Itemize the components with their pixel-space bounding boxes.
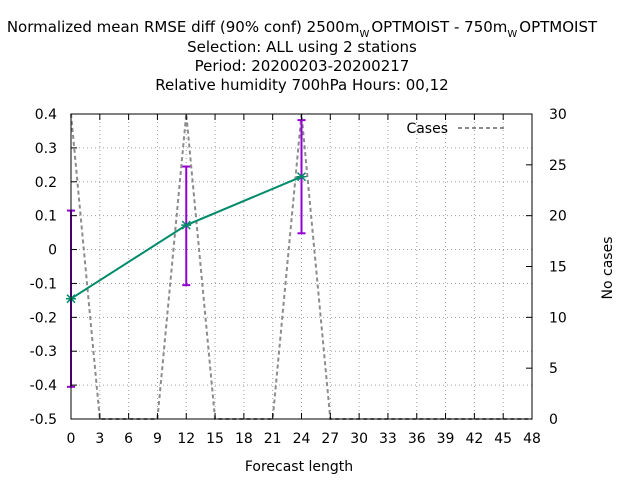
- x-tick-label: 9: [153, 431, 162, 447]
- x-tick-label: 15: [206, 431, 224, 447]
- title-line-3: Period: 20200203-20200217: [195, 57, 410, 75]
- title-line-1: Normalized mean RMSE diff (90% conf) 250…: [7, 18, 598, 40]
- x-tick-label: 30: [350, 431, 368, 447]
- y-tick-label: -0.5: [30, 412, 57, 428]
- y2-tick-label: 25: [549, 158, 567, 174]
- y2-tick-label: 10: [549, 310, 567, 326]
- title-subscript-2: W: [507, 29, 517, 40]
- y-tick-label: -0.3: [30, 344, 57, 360]
- y2-tick-label: 0: [549, 412, 558, 428]
- y2-axis-label: No cases: [600, 237, 616, 300]
- y-tick-label: -0.4: [30, 378, 57, 394]
- x-tick-label: 48: [523, 431, 541, 447]
- y2-tick-label: 15: [549, 260, 567, 276]
- x-tick-label: 27: [321, 431, 339, 447]
- x-tick-label: 33: [379, 431, 397, 447]
- y-tick-label: -0.2: [30, 310, 57, 326]
- x-tick-label: 24: [293, 431, 311, 447]
- x-axis-label: Forecast length: [245, 459, 353, 475]
- legend: Cases: [406, 121, 506, 137]
- grid: [71, 114, 532, 419]
- x-tick-label: 0: [67, 431, 76, 447]
- x-tick-label: 45: [494, 431, 512, 447]
- legend-label-cases: Cases: [406, 121, 448, 137]
- data-point: [296, 172, 307, 182]
- x-tick-label: 42: [465, 431, 483, 447]
- y2-tick-label: 5: [549, 361, 558, 377]
- y-tick-label: 0.2: [35, 175, 57, 191]
- y-tick-label: 0.4: [35, 107, 57, 123]
- title-tail: OPTMOIST: [519, 18, 598, 36]
- x-tick-label: 18: [235, 431, 253, 447]
- title-subscript-1: W: [359, 29, 369, 40]
- x-tick-label: 6: [124, 431, 133, 447]
- y-tick-label: 0.3: [35, 141, 57, 157]
- y-tick-label: 0.1: [35, 209, 57, 225]
- data-point: [181, 220, 192, 230]
- x-tick-label: 3: [95, 431, 104, 447]
- title-lead: Normalized mean RMSE diff (90% conf) 250…: [7, 18, 360, 36]
- x-tick-label: 36: [408, 431, 426, 447]
- title-line-4: Relative humidity 700hPa Hours: 00,12: [155, 76, 448, 94]
- title-line-2: Selection: ALL using 2 stations: [187, 38, 417, 56]
- x-tick-label: 39: [437, 431, 455, 447]
- chart-title: Normalized mean RMSE diff (90% conf) 250…: [7, 18, 598, 94]
- x-tick-label: 12: [177, 431, 195, 447]
- x-tick-label: 21: [264, 431, 282, 447]
- series-layer: [66, 113, 532, 420]
- title-mid: OPTMOIST - 750m: [371, 18, 507, 36]
- y2-tick-label: 20: [549, 209, 567, 225]
- y-tick-label: 0: [48, 243, 57, 259]
- y-tick-label: -0.1: [30, 276, 57, 292]
- y2-tick-label: 30: [549, 107, 567, 123]
- ticks: 0 3 6 9 12 15 18 21 24 27 30 33 36 39 42 45 48-0.5-0.4-0…: [30, 107, 567, 447]
